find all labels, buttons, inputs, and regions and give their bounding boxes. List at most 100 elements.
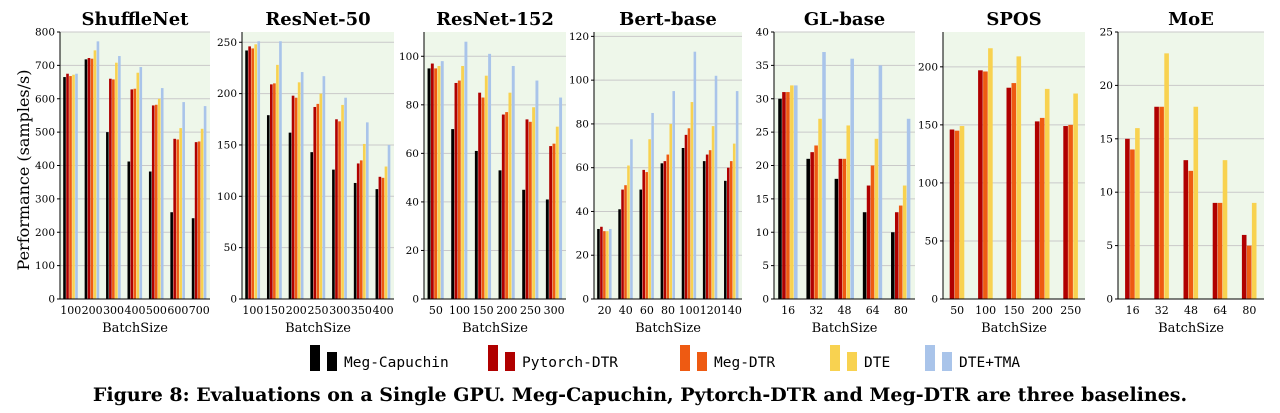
- bar-meg-dtr: [729, 161, 733, 299]
- legend-swatch: [697, 352, 707, 371]
- legend-item-dte: DTE: [830, 345, 890, 371]
- bar-dte-tma: [464, 41, 468, 300]
- bar-dte-tma: [878, 65, 883, 300]
- y-tick-label: 5: [762, 260, 769, 272]
- bar-dte: [297, 82, 301, 299]
- bar-meg-dtr: [457, 80, 461, 299]
- x-tick-label: 100: [60, 304, 81, 317]
- legend-item-pytorch-dtr: Pytorch-DTR: [488, 345, 618, 371]
- bar-pytorch-dtr: [454, 82, 458, 299]
- bar-meg-dtr: [1011, 83, 1017, 299]
- bar-dte-tma: [906, 118, 911, 300]
- y-tick-label: 300: [35, 193, 55, 205]
- bar-meg-dtr: [359, 160, 363, 299]
- y-tick-label: 100: [35, 260, 55, 272]
- x-axis-label: BatchSize: [462, 321, 528, 336]
- bar-dte: [461, 65, 465, 299]
- chart-title: ResNet-152: [436, 9, 554, 30]
- legend-swatch: [310, 345, 320, 371]
- bar-meg-capuchin: [106, 132, 109, 300]
- y-tick-label: 200: [35, 227, 55, 239]
- bar-pytorch-dtr: [430, 63, 434, 299]
- bar-pytorch-dtr: [1154, 106, 1159, 299]
- bar-pytorch-dtr: [356, 163, 360, 299]
- bar-dte: [902, 185, 907, 299]
- bar-dte-tma: [714, 75, 718, 300]
- bar-meg-capuchin: [891, 232, 895, 299]
- bar-dte-tma: [693, 51, 697, 300]
- x-tick-label: 300: [329, 304, 350, 317]
- y-tick-label: 40: [576, 206, 589, 218]
- chart-title: GL-base: [804, 9, 885, 30]
- bar-dte-tma: [630, 139, 633, 299]
- bar-meg-dtr: [294, 97, 298, 299]
- bar-dte-tma: [118, 56, 121, 299]
- bar-meg-dtr: [90, 58, 94, 300]
- bar-pytorch-dtr: [1006, 87, 1012, 299]
- bar-dte: [384, 166, 388, 299]
- bar-meg-capuchin: [834, 178, 839, 299]
- y-tick-label: 120: [569, 31, 589, 43]
- bar-pytorch-dtr: [378, 176, 382, 299]
- bar-pytorch-dtr: [549, 146, 553, 299]
- bar-dte: [362, 143, 366, 299]
- y-tick-label: 25: [1100, 27, 1113, 39]
- bar-dte-tma: [203, 106, 207, 299]
- x-tick-label: 140: [721, 304, 742, 317]
- bar-pytorch-dtr: [810, 152, 814, 299]
- x-tick-label: 64: [866, 304, 880, 317]
- bar-pytorch-dtr: [313, 106, 317, 299]
- bar-pytorch-dtr: [335, 119, 338, 299]
- y-tick-label: 0: [931, 294, 938, 306]
- bar-pytorch-dtr: [684, 134, 688, 299]
- bar-dte: [254, 44, 258, 299]
- bar-meg-capuchin: [191, 218, 195, 299]
- x-tick-label: 300: [103, 304, 124, 317]
- chart-title: ResNet-50: [265, 9, 370, 30]
- bar-dte: [1251, 202, 1257, 299]
- bar-pytorch-dtr: [1034, 121, 1040, 299]
- x-tick-label: 48: [838, 304, 852, 317]
- bar-dte: [959, 126, 965, 299]
- bar-meg-dtr: [954, 130, 960, 299]
- bar-pytorch-dtr: [130, 89, 134, 299]
- x-tick-label: 250: [1060, 304, 1081, 317]
- bar-pytorch-dtr: [501, 114, 505, 299]
- chart-spos: 0 50 100 150 200 50 100 150 200 250 SPOS BatchSize: [918, 9, 1085, 336]
- bar-meg-capuchin: [148, 171, 152, 299]
- bar-meg-capuchin: [474, 150, 478, 299]
- bar-meg-dtr: [1159, 106, 1164, 299]
- x-axis-label: BatchSize: [812, 321, 878, 336]
- bar-meg-dtr: [624, 185, 627, 299]
- x-tick-label: 120: [700, 304, 721, 317]
- bar-dte-tma: [96, 41, 100, 299]
- bar-pytorch-dtr: [621, 189, 624, 299]
- x-axis-label: BatchSize: [285, 321, 351, 336]
- bar-meg-capuchin: [498, 170, 502, 299]
- bar-meg-dtr: [708, 150, 712, 299]
- bar-pytorch-dtr: [782, 92, 786, 299]
- y-tick-label: 5: [1106, 240, 1113, 252]
- bar-meg-capuchin: [522, 189, 526, 299]
- bar-dte: [1073, 93, 1078, 299]
- x-tick-label: 80: [661, 304, 675, 317]
- legend-label: Pytorch-DTR: [522, 355, 618, 371]
- legend-item-meg-capuchin: Meg-Capuchin: [310, 345, 449, 371]
- y-tick-label: 25: [756, 127, 769, 139]
- x-tick-label: 200: [1032, 304, 1053, 317]
- chart-moe: 0 5 10 15 20 25 16 32 48 64 80 MoE BatchSize: [1100, 9, 1264, 336]
- bar-meg-capuchin: [84, 59, 88, 300]
- bar-dte-tma: [440, 61, 444, 299]
- bar-dte-tma: [850, 58, 854, 300]
- bar-pytorch-dtr: [194, 142, 198, 299]
- bar-meg-capuchin: [618, 209, 621, 299]
- y-tick-label: 700: [35, 60, 55, 72]
- x-tick-label: 300: [544, 304, 565, 317]
- x-tick-label: 16: [1126, 304, 1140, 317]
- y-tick-label: 15: [1100, 133, 1113, 145]
- y-tick-label: 200: [217, 88, 237, 100]
- bar-meg-capuchin: [660, 163, 664, 299]
- legend-swatch: [847, 352, 857, 371]
